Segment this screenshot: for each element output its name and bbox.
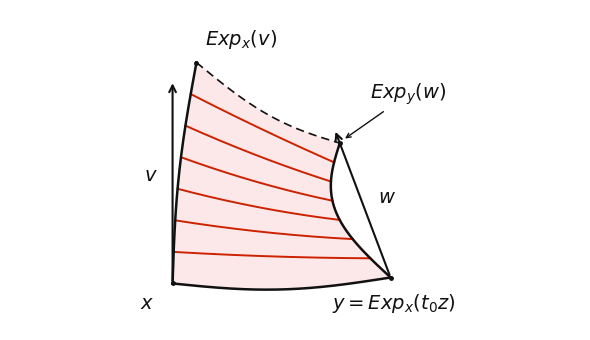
Text: $Exp_x(v)$: $Exp_x(v)$ (205, 28, 277, 51)
Text: $x$: $x$ (140, 295, 155, 313)
Text: $Exp_y(w)$: $Exp_y(w)$ (346, 82, 446, 138)
Text: $v$: $v$ (144, 167, 158, 185)
Polygon shape (172, 63, 391, 290)
Text: $y = Exp_x(t_0 z)$: $y = Exp_x(t_0 z)$ (332, 292, 455, 316)
Text: $w$: $w$ (378, 189, 395, 207)
